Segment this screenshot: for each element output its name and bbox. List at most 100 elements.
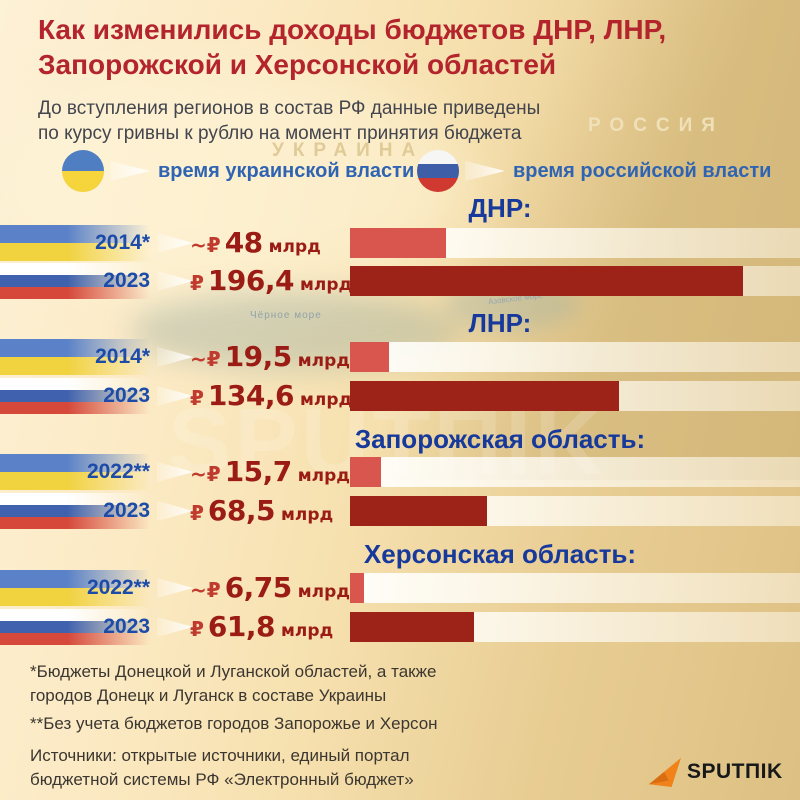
subtitle-line1: До вступления регионов в состав РФ данны… (38, 98, 541, 119)
ukraine-flag-stripe (0, 339, 150, 375)
bar-track (350, 457, 800, 487)
footnote-2: **Без учета бюджетов городов Запорожье и… (30, 714, 438, 733)
bar-dnr-2023 (350, 266, 743, 296)
section-header-dnr: ДНР: (468, 193, 532, 223)
arrow-right-icon (157, 346, 193, 368)
russia-flag-stripe (0, 609, 150, 645)
row-value: ~₽ 48 млрд (190, 228, 348, 258)
ruble-prefix: ~₽ (190, 462, 221, 486)
arrow-right-icon (157, 461, 193, 483)
page-title-line1: Как изменились доходы бюджетов ДНР, ЛНР, (38, 14, 667, 45)
russia-flag-stripe (0, 378, 150, 414)
chart-row: 2022** ~₽ 15,7 млрд (0, 454, 800, 490)
chart-row: 2023 ₽ 68,5 млрд (0, 493, 800, 529)
ruble-prefix: ~₽ (190, 578, 221, 602)
ruble-prefix: ₽ (190, 386, 204, 410)
section-header-lnr: ЛНР: (468, 308, 532, 338)
sputnik-logo-text: SPUTΠIK (687, 760, 783, 783)
arrow-right-icon (157, 385, 193, 407)
bar-zaporozhye-2022 (350, 457, 381, 487)
value-unit: млрд (297, 582, 351, 602)
value-unit: млрд (297, 351, 351, 371)
arrow-right-icon (157, 500, 193, 522)
row-year: 2014* (95, 231, 150, 254)
arrow-right-icon (157, 577, 193, 599)
ruble-prefix: ₽ (190, 501, 204, 525)
row-value: ~₽ 15,7 млрд (190, 455, 351, 488)
row-year: 2022** (86, 576, 150, 599)
chart-row: 2014* ~₽ 19,5 млрд (0, 339, 800, 375)
chart-row: 2023 ₽ 196,4 млрд (0, 263, 800, 299)
row-year: 2023 (103, 269, 150, 292)
subtitle-line2: по курсу гривны к рублю на момент принят… (38, 123, 522, 144)
arrow-right-icon (110, 160, 150, 182)
russia-flag-icon (417, 150, 459, 192)
row-year: 2023 (103, 499, 150, 522)
bar-kherson-2023 (350, 612, 474, 642)
row-value: ₽ 61,8 млрд (190, 612, 348, 642)
row-value: ₽ 196,4 млрд (190, 264, 352, 297)
arrow-right-icon (465, 160, 505, 182)
value-amount: 6,75 (224, 571, 293, 604)
russia-flag-stripe (0, 493, 150, 529)
chart-row: 2022** ~₽ 6,75 млрд (0, 570, 800, 606)
legend-item-ukraine: время украинской власти (62, 150, 414, 192)
legend-label-ukraine: время украинской власти (158, 159, 415, 182)
map-label-ukraine: УКРАИНА (272, 140, 425, 161)
value-unit: млрд (300, 390, 353, 410)
row-value: ₽ 68,5 млрд (190, 496, 348, 526)
value-unit: млрд (281, 505, 334, 525)
source-line1: Источники: открытые источники, единый по… (30, 746, 410, 765)
ruble-prefix: ₽ (190, 271, 204, 295)
bar-kherson-2022 (350, 573, 364, 603)
arrow-right-icon (157, 232, 193, 254)
footnote-1: *Бюджеты Донецкой и Луганской областей, … (30, 660, 436, 708)
row-value: ~₽ 19,5 млрд (190, 340, 351, 373)
footnote-1-line2: городов Донецк и Луганск в составе Украи… (30, 686, 387, 705)
arrow-right-icon (157, 616, 193, 638)
arrow-right-icon (157, 270, 193, 292)
bar-lnr-2014 (350, 342, 389, 372)
bar-lnr-2023 (350, 381, 619, 411)
bar-dnr-2014 (350, 228, 446, 258)
ruble-prefix: ~₽ (190, 347, 221, 371)
ukraine-flag-stripe (0, 570, 150, 606)
ukraine-flag-stripe (0, 225, 150, 261)
value-amount: 61,8 (207, 610, 276, 643)
row-year: 2023 (103, 615, 150, 638)
ukraine-flag-icon (62, 150, 104, 192)
page-title-line2: Запорожской и Херсонской областей (38, 49, 557, 80)
row-year: 2022** (86, 460, 150, 483)
map-label-russia: РОССИЯ (588, 115, 724, 136)
value-amount: 196,4 (207, 264, 295, 297)
value-unit: млрд (300, 275, 353, 295)
legend-item-russia: время российской власти (417, 150, 771, 192)
value-amount: 68,5 (207, 494, 276, 527)
row-year: 2023 (103, 384, 150, 407)
row-value: ₽ 134,6 млрд (190, 379, 352, 412)
section-header-zaporozhye: Запорожская область: (354, 424, 646, 454)
value-amount: 134,6 (207, 379, 295, 412)
russia-flag-stripe (0, 263, 150, 299)
source-line2: бюджетной системы РФ «Электронный бюджет… (30, 770, 414, 789)
ukraine-flag-stripe (0, 454, 150, 490)
value-amount: 19,5 (224, 340, 293, 373)
sputnik-logo: SPUTΠIK (648, 756, 783, 788)
section-header-kherson: Херсонская область: (363, 539, 637, 569)
map-label-black-sea: Чёрное море (250, 310, 322, 321)
bar-track (350, 573, 800, 603)
footnote-1-line1: *Бюджеты Донецкой и Луганской областей, … (30, 662, 437, 681)
ruble-prefix: ~₽ (190, 233, 221, 257)
chart-row: 2023 ₽ 61,8 млрд (0, 609, 800, 645)
source-note: Источники: открытые источники, единый по… (30, 744, 414, 792)
value-unit: млрд (297, 466, 351, 486)
page-title: Как изменились доходы бюджетов ДНР, ЛНР,… (38, 12, 666, 82)
sputnik-logo-icon (649, 757, 681, 788)
value-unit: млрд (268, 237, 321, 257)
value-amount: 15,7 (224, 455, 293, 488)
legend-label-russia: время российской власти (513, 159, 772, 182)
chart-row: 2023 ₽ 134,6 млрд (0, 378, 800, 414)
row-year: 2014* (95, 345, 150, 368)
subtitle: До вступления регионов в состав РФ данны… (38, 96, 540, 146)
